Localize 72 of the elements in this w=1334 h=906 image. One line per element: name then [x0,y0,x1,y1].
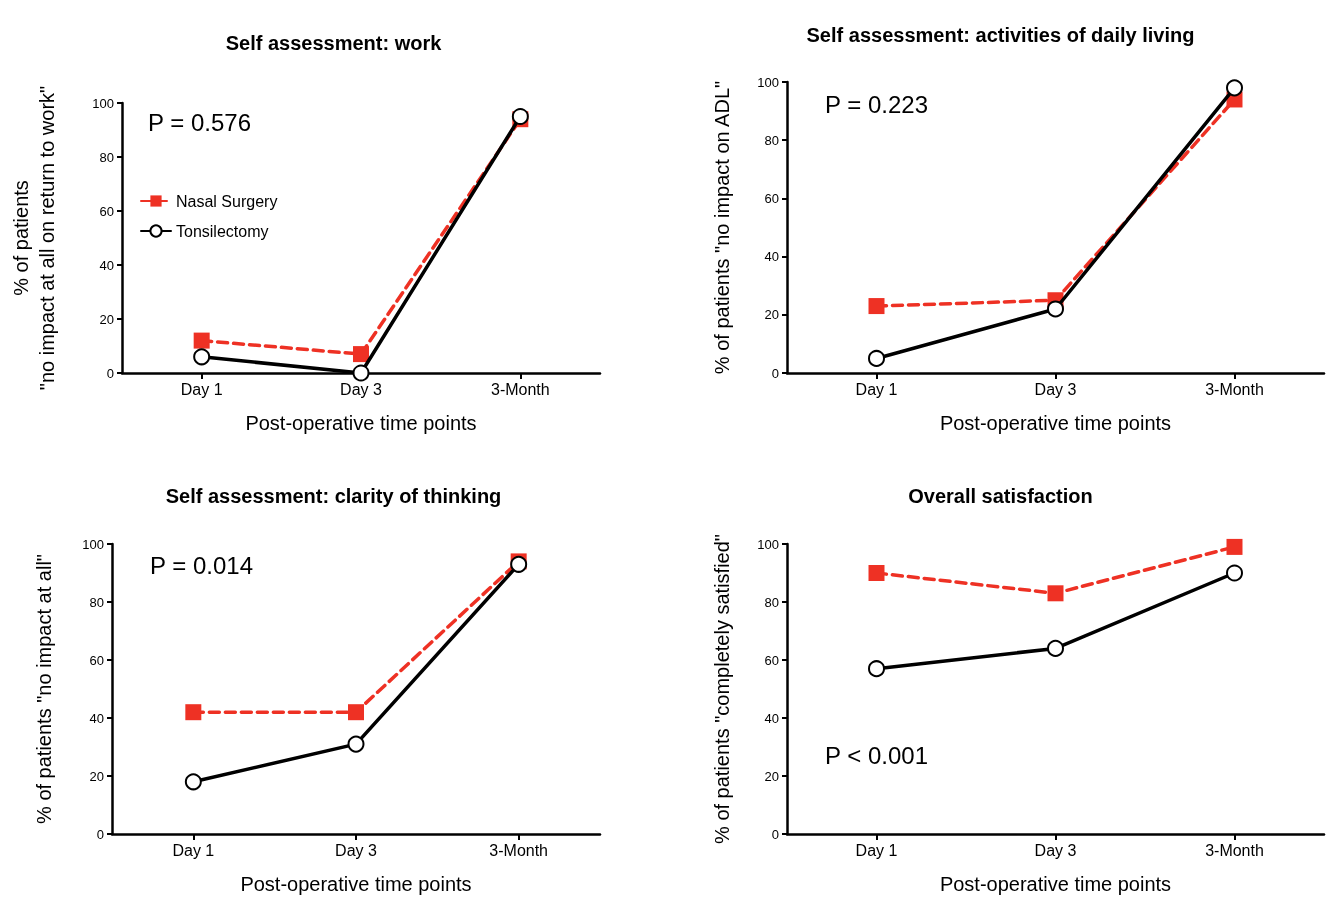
y-tick-label: 0 [771,826,779,842]
chart-title: Self assessment: activities of daily living [806,24,1195,46]
point [868,565,885,581]
x-tick-label: 3-Month [1205,380,1264,398]
x-tick-label: 3-Month [1205,841,1264,859]
x-axis-title: Post-operative time points [939,412,1172,434]
x-tick-label: Day 3 [335,841,377,859]
x-tick-label: Day 1 [172,841,215,859]
y-tick-label: 80 [764,132,779,148]
point [1047,300,1064,318]
y-tick-label: 40 [764,249,779,265]
y-tick-label: 80 [99,149,114,165]
point [1226,538,1243,555]
x-axis-title: Post-operative time points [240,873,472,895]
y-tick-label: 0 [771,365,779,381]
y-axis-title: % of patients "no impact on ADL" [711,80,733,375]
y-tick-label: 20 [764,307,779,323]
x-tick-label: 3-Month [490,380,550,398]
x-tick-label: Day 1 [180,380,223,398]
annotation: P = 0.576 [148,108,251,136]
x-tick-label: Day 1 [855,841,898,859]
chart-title: Overall satisfaction [908,485,1093,507]
y-tick-label: 100 [82,536,104,552]
point [1226,564,1243,582]
x-tick-label: 3-Month [489,841,549,859]
x-tick-label: Day 3 [1034,841,1077,859]
y-tick-label: 100 [92,95,114,111]
y-tick-label: 20 [89,768,104,784]
point [184,773,202,791]
y-tick-label: 20 [99,311,114,327]
point [193,332,210,349]
annotation: P < 0.001 [825,741,928,769]
y-tick-label: 40 [764,710,779,726]
y-tick-label: 80 [89,594,104,610]
y-tick-label: 60 [764,652,779,668]
y-tick-label: 80 [764,594,779,610]
point [185,704,202,721]
y-tick-label: 0 [106,365,114,381]
x-axis-title: Post-operative time points [245,412,477,434]
y-tick-label: 40 [99,257,114,273]
y-tick-label: 40 [89,710,104,726]
point [193,348,211,366]
point [868,660,885,678]
point [348,704,364,721]
y-tick-label: 60 [99,203,114,219]
x-tick-label: Day 3 [1034,380,1077,398]
point [1047,585,1064,602]
x-tick-label: Day 3 [340,380,382,398]
y-tick-label: 100 [757,74,779,90]
y-axis-title: % of patients "no impact at all on return to work" [10,85,58,391]
y-tick-label: 20 [764,768,779,784]
chart-title: Self assessment: clarity of thinking [165,485,502,507]
point [868,349,885,367]
point [1047,639,1064,657]
x-tick-label: Day 1 [855,380,898,398]
annotation: P = 0.014 [150,551,253,579]
y-axis-title: % of patients "completely satisfied" [711,534,733,844]
y-axis-title: % of patients "no impact at all" [33,554,55,824]
legend-label: Nasal Surgery [176,192,278,210]
y-tick-label: 60 [764,190,779,206]
legend-label: Tonsilectomy [176,222,269,240]
annotation: P = 0.223 [825,90,928,118]
point [352,364,370,382]
point [1226,79,1243,97]
point [353,346,369,363]
x-axis-title: Post-operative time points [939,873,1172,895]
point [868,298,885,315]
y-tick-label: 0 [96,826,104,842]
y-tick-label: 100 [757,536,779,552]
y-tick-label: 60 [89,652,104,668]
chart-title: Self assessment: work [225,32,443,54]
point [347,735,365,753]
